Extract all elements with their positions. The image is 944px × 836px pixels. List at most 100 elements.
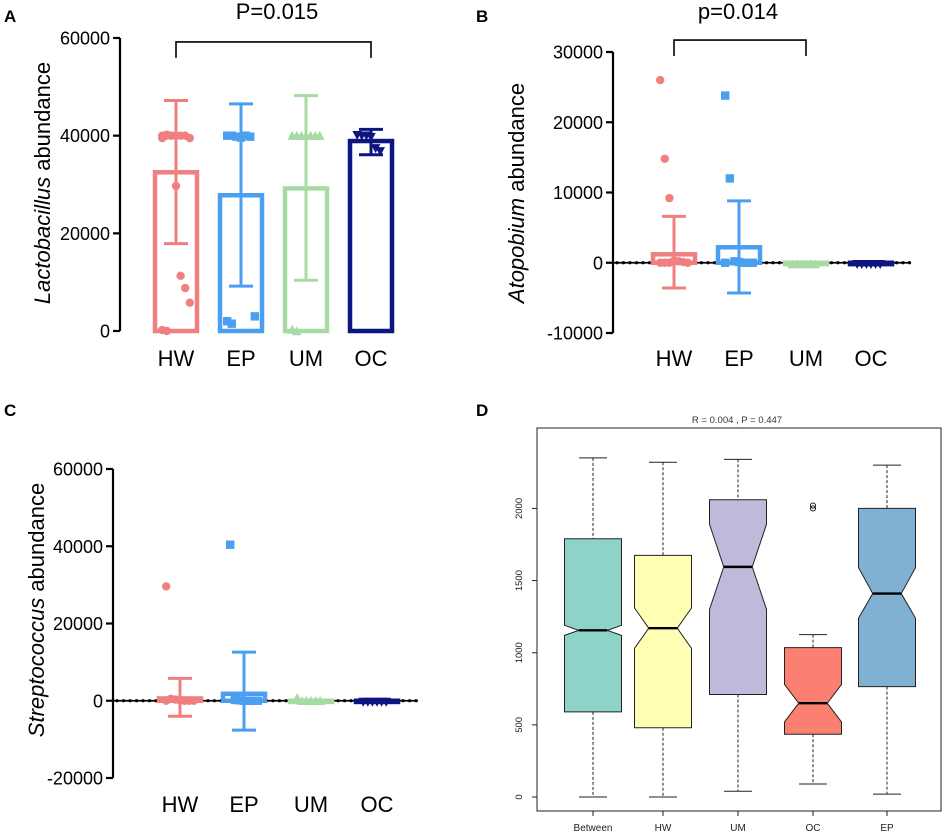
panel-b-zero-dot (901, 261, 905, 265)
panel-b-zero-dot (706, 261, 710, 265)
panel-d-box-hw (634, 554, 692, 729)
panel-c-point-um (315, 695, 325, 705)
panel-c-x-label-ep: EP (229, 792, 258, 817)
panel-d-x-label-hw: HW (655, 823, 672, 834)
panel-a-stat-label: P=0.015 (236, 0, 319, 24)
panel-c-point-ep (235, 696, 244, 705)
panel-b-point-ep (721, 258, 730, 267)
panel-c-streptococcus: C Streptococcus abundance -20000 0 20000 40… (4, 401, 418, 817)
panel-a-y-axis-label: Lactobacillus abundance (30, 62, 55, 304)
panel-a-letter: A (4, 7, 16, 26)
panel-c-zero-dot (336, 699, 340, 703)
panel-a-y-tick-label: 0 (100, 322, 110, 342)
panel-b-zero-dot (647, 261, 652, 265)
panel-a-point-ep (223, 131, 232, 140)
panel-a-point-ep (250, 312, 259, 321)
panel-c-zero-dot (134, 699, 139, 703)
panel-b-y-label-rest: abundance (504, 83, 529, 198)
panel-a-point-hw (181, 283, 190, 293)
panel-b-point-hw (683, 258, 692, 267)
panel-b-point-ep (748, 258, 757, 267)
panel-b-point-ep (725, 174, 734, 183)
panel-c-point-ep (253, 696, 262, 705)
panel-d-y-tick-label: 1500 (514, 570, 525, 591)
panel-a-point-oc (375, 147, 385, 157)
panel-b-y-tick-label: 0 (593, 253, 603, 273)
panel-a-point-ep (236, 133, 246, 142)
panel-b-point-hw (665, 193, 674, 203)
panel-b-x-label-oc: OC (855, 346, 888, 371)
panel-a-point-hw (185, 298, 194, 307)
panel-a-point-ep (241, 131, 250, 140)
panel-c-zero-dot (147, 699, 152, 703)
panel-d-box-between (564, 538, 622, 713)
panel-d-box-ep (858, 507, 916, 688)
panel-b-zero-dot (764, 261, 769, 265)
panel-a-y-label-rest: abundance (30, 62, 55, 177)
panel-c-zero-dot (212, 699, 217, 703)
panel-b-y-tick-label: -10000 (547, 324, 603, 344)
panel-a-point-hw (185, 133, 194, 143)
panel-c-x-label-oc: OC (361, 792, 394, 817)
panel-d-y-tick-label: 0 (514, 794, 525, 799)
panel-d-x-label-um: UM (730, 823, 746, 834)
panel-d-boxplot: D R = 0.004 , P = 0.447 0 500 1000 1500 2000… (476, 401, 942, 834)
panel-b-zero-dot (699, 261, 704, 265)
panel-a-bar-oc (347, 138, 395, 334)
panel-b-point-um (810, 259, 820, 269)
panel-c-y-tick-label: 20000 (53, 614, 103, 634)
panel-a-x-label-hw: HW (158, 346, 195, 371)
panel-b-x-label-hw: HW (656, 346, 693, 371)
panel-d-box-um (709, 499, 767, 696)
panel-c-zero-dot (342, 699, 347, 703)
panel-d-letter: D (476, 401, 488, 420)
panel-c-y-tick-label: 60000 (53, 460, 103, 480)
panel-c-y-tick-label: -20000 (47, 769, 103, 789)
panel-c-x-label-hw: HW (162, 792, 199, 817)
panel-a-x-label-um: UM (289, 346, 323, 371)
panel-b-zero-dot (836, 261, 840, 265)
panel-c-point-ep (249, 696, 258, 705)
panel-d-y-tick-label: 2000 (514, 498, 525, 519)
panel-c-point-ep (239, 696, 249, 705)
panel-c-point-um (292, 692, 302, 702)
panel-a-point-ep (227, 131, 236, 140)
panel-d-box-oc (784, 647, 842, 735)
panel-c-zero-dot (128, 699, 132, 703)
panel-c-x-label-um: UM (294, 792, 328, 817)
panel-a-significance-bracket (175, 41, 372, 58)
panel-b-letter: B (476, 7, 488, 26)
panel-d-x-label-ep: EP (880, 823, 894, 834)
panel-a-point-hw (176, 271, 185, 281)
panel-c-y-tick-label: 40000 (53, 537, 103, 557)
panel-d-outlier-oc (809, 502, 817, 509)
panel-b-zero-dot (907, 261, 912, 265)
panel-a-point-oc (370, 144, 381, 154)
panel-d-x-label-oc: OC (806, 823, 821, 834)
panel-b-point-ep (734, 257, 744, 267)
panel-c-point-hw (162, 582, 171, 591)
panel-d-y-tick-label: 500 (514, 717, 525, 733)
panel-a-y-label-genus: Lactobacillus (30, 177, 55, 304)
panel-a-point-um (315, 130, 325, 140)
panel-b-zero-dot (842, 261, 847, 265)
panel-b-x-label-um: UM (789, 346, 823, 371)
panel-c-y-label-genus: Streptococcus (24, 598, 49, 737)
panel-d-y-tick-label: 1000 (514, 642, 525, 663)
panel-b-zero-dot (771, 261, 775, 265)
panel-d-stat-label: R = 0.004 , P = 0.447 (692, 415, 782, 426)
panel-c-zero-dot (277, 699, 282, 703)
panel-c-zero-dot (284, 699, 288, 703)
panel-b-point-oc (875, 259, 885, 269)
panel-b-point-ep (730, 257, 739, 266)
panel-a-point-hw (167, 131, 176, 140)
panel-a-point-ep (223, 317, 232, 326)
panel-c-point-ep (230, 695, 239, 705)
panel-c-zero-dot (206, 699, 210, 703)
panel-b-point-ep (744, 258, 753, 267)
panel-b-x-label-ep: EP (724, 346, 753, 371)
panel-a-lactobacillus: A P=0.015 Lactobacillus abundance 0 20000… (4, 0, 395, 371)
panel-b-zero-dot (712, 261, 717, 265)
panel-d-plot-frame (536, 427, 942, 812)
